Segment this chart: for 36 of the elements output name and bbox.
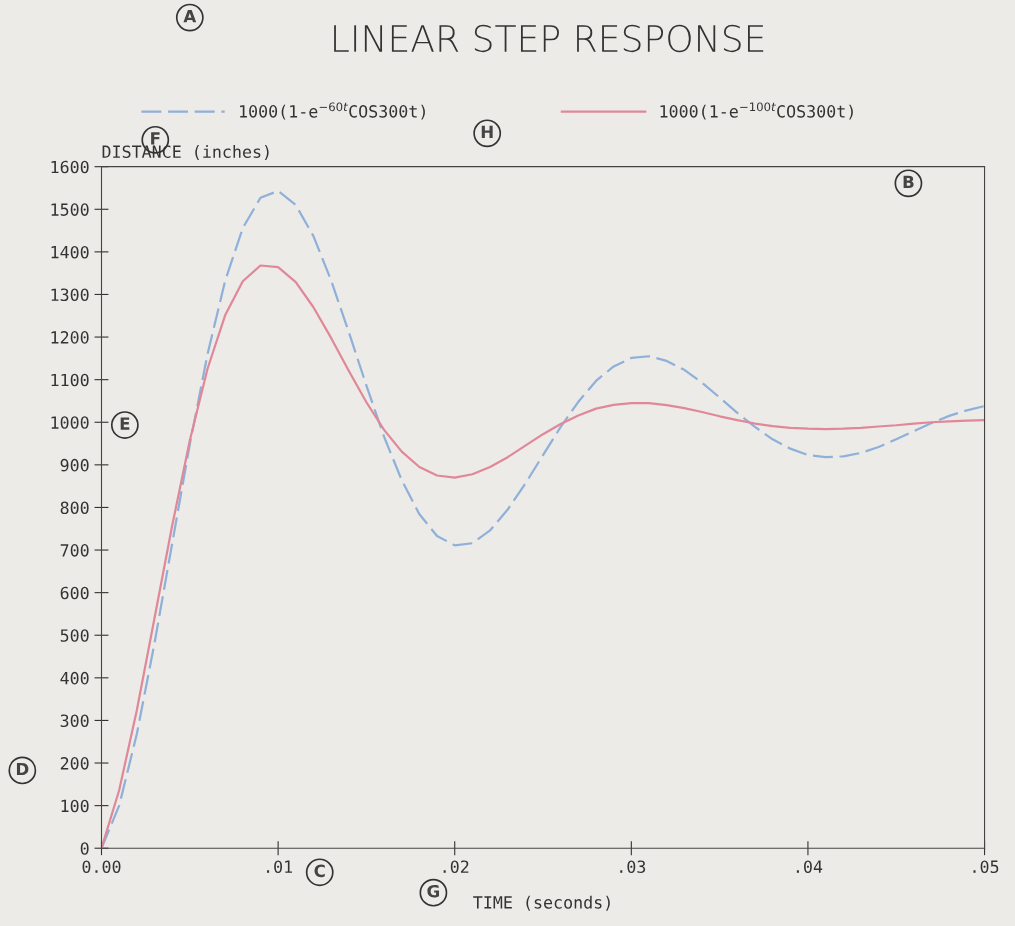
y-tick-label: 900 — [60, 458, 89, 472]
text: G — [427, 884, 440, 898]
y-tick-label: 100 — [61, 799, 89, 813]
y-tick-label: 1300 — [51, 288, 89, 302]
x-tick-label: 0.00 — [82, 860, 121, 874]
text: A — [183, 10, 197, 23]
y-tick-label: 600 — [60, 586, 89, 600]
text: F — [151, 132, 160, 145]
y-tick-label: 400 — [60, 671, 89, 685]
x-tick-label: .01 — [267, 860, 293, 874]
x-tick-label: .02 — [443, 860, 469, 874]
y-tick-label: 0 — [80, 842, 89, 855]
legend-label: 1000(1-e$^{−60t}$COS300t) — [240, 102, 425, 120]
y-tick-label: 1500 — [51, 203, 89, 216]
y-tick-label: 200 — [60, 757, 89, 770]
text: C — [314, 864, 325, 878]
chart-title: LINEAR STEP RESPONSE — [334, 24, 764, 53]
y-tick-label: 700 — [60, 544, 89, 557]
x-axis-title: TIME (seconds) — [473, 895, 610, 911]
y-tick-label: 800 — [60, 501, 89, 515]
legend-label: 1000(1-e$^{−100t}$COS300t) — [660, 102, 853, 120]
x-tick-label: .05 — [973, 860, 999, 874]
y-tick-label: 1400 — [51, 245, 89, 259]
annotation: B — [903, 175, 914, 188]
y-tick-label: 1200 — [51, 331, 89, 344]
text: H — [481, 125, 493, 138]
y-tick-label: 500 — [60, 629, 89, 642]
y-tick-label: 300 — [60, 714, 89, 728]
y-tick-label: 1600 — [51, 160, 89, 174]
x-tick-label: .03 — [620, 860, 646, 874]
y-axis-title: DISTANCE (inches) — [102, 145, 269, 160]
y-tick-label: 1000 — [51, 416, 89, 429]
annotation: E — [120, 417, 130, 430]
x-tick-label: .04 — [796, 860, 823, 874]
text: D — [16, 762, 29, 776]
y-tick-label: 1100 — [51, 373, 89, 387]
